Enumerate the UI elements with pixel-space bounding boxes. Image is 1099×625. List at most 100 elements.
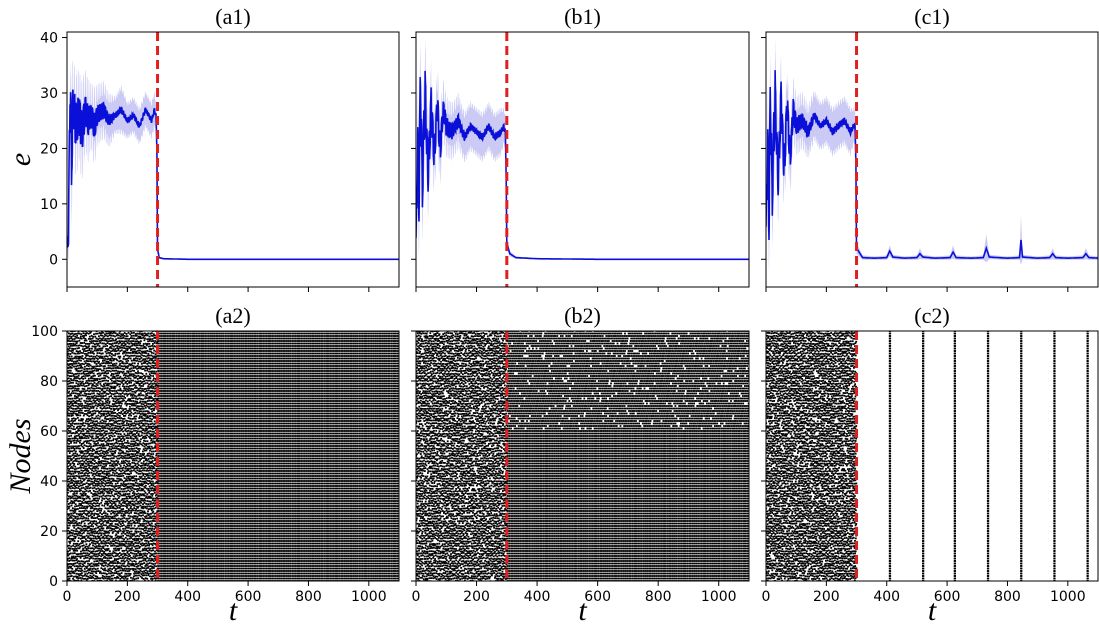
spike-dot [97,442,99,444]
spike-dot [95,357,98,360]
spike-dot [74,517,77,519]
spike-dot [144,400,147,403]
spike-dot [104,548,106,551]
spike-dot [131,418,134,420]
spike-dot [99,532,101,534]
spike-dot [114,537,116,540]
spike-dot [131,461,134,464]
spike-dot [83,522,86,525]
spike-dot [144,492,147,494]
spike-dot [109,432,111,435]
spike-dot [123,340,126,343]
spike-dot [123,524,125,527]
spike-dot [80,477,82,480]
spike-dot [136,563,138,565]
spike-dot [160,462,163,465]
spike-dot [149,442,152,445]
spike-dot [152,549,154,552]
spike-dot [110,552,112,555]
spike-dot [99,512,102,514]
spike-dot [88,382,91,385]
spike-dot [103,542,106,545]
spike-dot [159,550,161,552]
spike-dot [127,562,129,565]
spike-dot [157,507,159,510]
spike-dot [109,425,111,428]
spike-dot [136,502,139,505]
spike-dot [151,572,154,575]
spike-dot [154,425,157,428]
spike-dot [152,473,154,475]
spike-dot [83,525,86,527]
spike-dot [157,552,159,555]
spike-dot [116,523,119,526]
spike-dot [72,497,75,500]
spike-dot [101,392,104,395]
spike-dot [90,445,93,448]
panel-title: (a1) [215,4,250,29]
spike-dot [152,335,154,337]
spike-dot [90,350,92,352]
spike-dot [97,403,100,405]
spike-dot [95,435,98,437]
spike-dot [145,413,147,415]
spike-dot [112,517,115,520]
spike-dot [69,497,72,500]
spike-dot [137,485,140,487]
spike-dot [100,369,103,372]
spike-dot [89,467,92,470]
spike-dot [141,525,143,527]
spike-dot [110,544,112,547]
spike-dot [118,417,121,419]
spike-dot [160,515,163,517]
spike-dot [97,518,100,520]
spike-dot [121,440,124,443]
spike-dot [159,472,161,475]
spike-dot [120,422,123,425]
spike-dot [98,507,101,510]
spike-dot [83,512,85,514]
spike-dot [86,502,88,504]
spike-dot [74,570,77,572]
spike-dot [125,404,128,407]
spike-dot [132,440,135,443]
spike-dot [95,462,97,464]
spike-dot [117,435,119,438]
spike-dot [87,510,90,513]
spike-dot [81,510,84,513]
spike-dot [148,445,151,448]
spike-dot [140,360,142,363]
spike-dot [87,384,90,387]
spike-dot [135,342,138,345]
spike-dot [160,572,163,575]
spike-dot [136,432,138,434]
spike-dot [71,364,74,367]
spike-dot [86,569,89,572]
spike-dot [132,445,135,447]
spike-dot [98,430,101,433]
spike-dot [119,370,121,373]
spike-dot [83,425,86,427]
spike-dot [154,574,157,577]
spike-dot [123,530,126,532]
spike-dot [113,552,116,554]
spike-dot [139,367,142,370]
spike-dot [74,340,77,343]
spike-dot [140,573,143,575]
spike-dot [130,420,133,423]
spike-dot [90,432,93,435]
spike-dot [118,510,120,512]
spike-dot [82,378,85,380]
spike-dot [126,422,128,425]
spike-dot [118,463,121,466]
spike-dot [135,497,138,500]
spike-dot [134,387,136,389]
spike-dot [75,422,78,425]
spike-dot [147,360,149,363]
spike-dot [83,360,86,363]
spike-dot [151,567,153,570]
spike-dot [80,487,83,489]
spike-dot [151,494,154,497]
spike-dot [157,427,159,430]
spike-dot [132,424,135,427]
